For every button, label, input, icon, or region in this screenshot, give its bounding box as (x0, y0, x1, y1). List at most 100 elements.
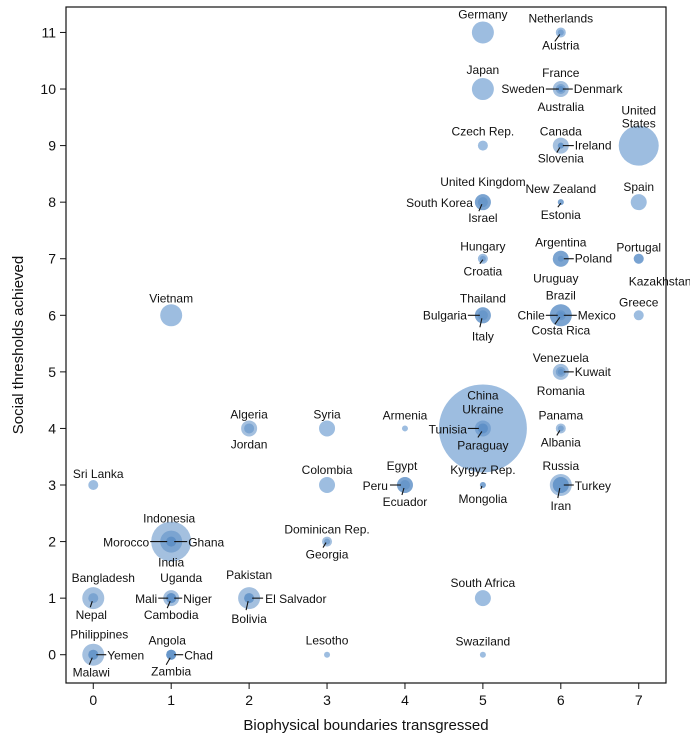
label-kuwait: Kuwait (575, 365, 612, 379)
bubble-japan (471, 78, 494, 101)
bubble-spain (630, 194, 647, 211)
bubble-cambodia (166, 593, 177, 604)
label-denmark: Denmark (574, 82, 624, 96)
bubble-kazakhstan (633, 253, 644, 264)
leader-costa-rica (554, 316, 561, 325)
label-united-kingdom: United Kingdom (440, 175, 525, 189)
label-yemen: Yemen (107, 649, 144, 663)
y-tick-label: 8 (48, 194, 56, 210)
bubble-estonia (557, 199, 564, 206)
label-peru: Peru (363, 479, 388, 493)
bubble-mongolia (479, 482, 486, 489)
label-ukraine: Ukraine (462, 402, 504, 416)
label-malawi: Malawi (73, 666, 110, 680)
label-turkey: Turkey (575, 479, 611, 493)
label-philippines: Philippines (70, 628, 128, 642)
leader-israel (478, 203, 483, 212)
label-albania: Albania (541, 435, 581, 449)
label-ireland: Ireland (575, 139, 612, 153)
y-tick-label: 4 (48, 420, 56, 436)
label-thailand: Thailand (460, 291, 506, 305)
label-new-zealand: New Zealand (525, 182, 596, 196)
x-tick-label: 2 (245, 692, 253, 708)
bubble-zambia (166, 649, 177, 660)
bubble-jordan (244, 423, 255, 434)
label-italy: Italy (472, 329, 494, 343)
label-argentina: Argentina (535, 236, 587, 250)
leader-mongolia (480, 485, 483, 490)
bubble-india (151, 521, 192, 562)
bubble-vietnam (160, 304, 183, 327)
label-bulgaria: Bulgaria (423, 308, 467, 322)
bubble-austria (557, 29, 564, 36)
axes-layer: 0 1 2 3 4 5 6 7 0 1 2 3 4 5 6 7 8 9 10 11 (40, 24, 642, 708)
leader-iran (557, 487, 561, 499)
label-cambodia: Cambodia (144, 608, 199, 622)
leader-zambia (165, 657, 171, 665)
x-tick-label: 0 (89, 692, 97, 708)
label-colombia: Colombia (302, 463, 353, 477)
bubble-lesotho (324, 651, 331, 658)
label-slovenia: Slovenia (538, 152, 584, 166)
label-kazakhstan: Kazakhstan (629, 275, 690, 289)
label-morocco: Morocco (103, 536, 149, 550)
label-uganda: Uganda (160, 571, 202, 585)
label-armenia: Armenia (383, 408, 428, 422)
leader-georgia (322, 542, 327, 548)
label-greece: Greece (619, 295, 659, 309)
label-canada: Canada (540, 125, 582, 139)
leader-malawi (88, 657, 93, 665)
bubble-paraguay (477, 423, 488, 434)
bubble-south-africa (474, 590, 491, 607)
label-south-korea: South Korea (406, 196, 473, 210)
x-tick-label: 5 (479, 692, 487, 708)
label-hungary: Hungary (460, 240, 505, 254)
leader-croatia (479, 259, 484, 265)
label-costa-rica: Costa Rica (531, 323, 590, 337)
label-angola: Angola (149, 634, 187, 648)
label-sweden: Sweden (501, 82, 544, 96)
x-axis-title: Biophysical boundaries transgressed (243, 717, 488, 734)
label-netherlands: Netherlands (528, 11, 593, 25)
leader-nepal (89, 600, 93, 608)
x-tick-label: 7 (635, 692, 643, 708)
leader-estonia (557, 202, 562, 208)
bubble-italy (474, 307, 491, 324)
leader-italy (479, 318, 483, 328)
bubble-czech-rep (477, 140, 488, 151)
label-australia: Australia (537, 100, 584, 114)
bubble-colombia (319, 477, 336, 494)
label-jordan: Jordan (231, 437, 268, 451)
label-france: France (542, 66, 580, 80)
label-ecuador: Ecuador (383, 495, 428, 509)
label-venezuela: Venezuela (533, 351, 589, 365)
y-tick-label: 0 (48, 647, 56, 663)
label-algeria: Algeria (230, 407, 268, 421)
label-zambia: Zambia (151, 665, 191, 679)
label-iran: Iran (550, 499, 571, 513)
y-tick-label: 7 (48, 251, 56, 267)
x-tick-label: 1 (167, 692, 175, 708)
label-croatia: Croatia (464, 265, 503, 279)
label-syria: Syria (313, 407, 341, 421)
leader-paraguay (477, 431, 483, 438)
leader-bolivia (245, 601, 249, 611)
label-niger: Niger (183, 592, 212, 606)
label-germany: Germany (458, 7, 507, 21)
bubble-costa-rica (557, 312, 564, 319)
label-el-salvador: El Salvador (265, 592, 326, 606)
leader-austria (554, 34, 561, 42)
bubble-albania (557, 425, 564, 432)
label-mali: Mali (135, 592, 157, 606)
y-axis-title: Social thresholds achieved (10, 256, 27, 434)
bubble-syria (319, 420, 336, 437)
label-egypt: Egypt (387, 459, 418, 473)
bubble-romania (555, 366, 566, 377)
bubble-israel (477, 197, 488, 208)
y-tick-label: 1 (48, 590, 56, 606)
label-dominican-rep: Dominican Rep. (284, 523, 369, 537)
label-portugal: Portugal (616, 241, 661, 255)
label-vietnam: Vietnam (149, 291, 193, 305)
label-czech-rep: Czech Rep. (452, 125, 515, 139)
